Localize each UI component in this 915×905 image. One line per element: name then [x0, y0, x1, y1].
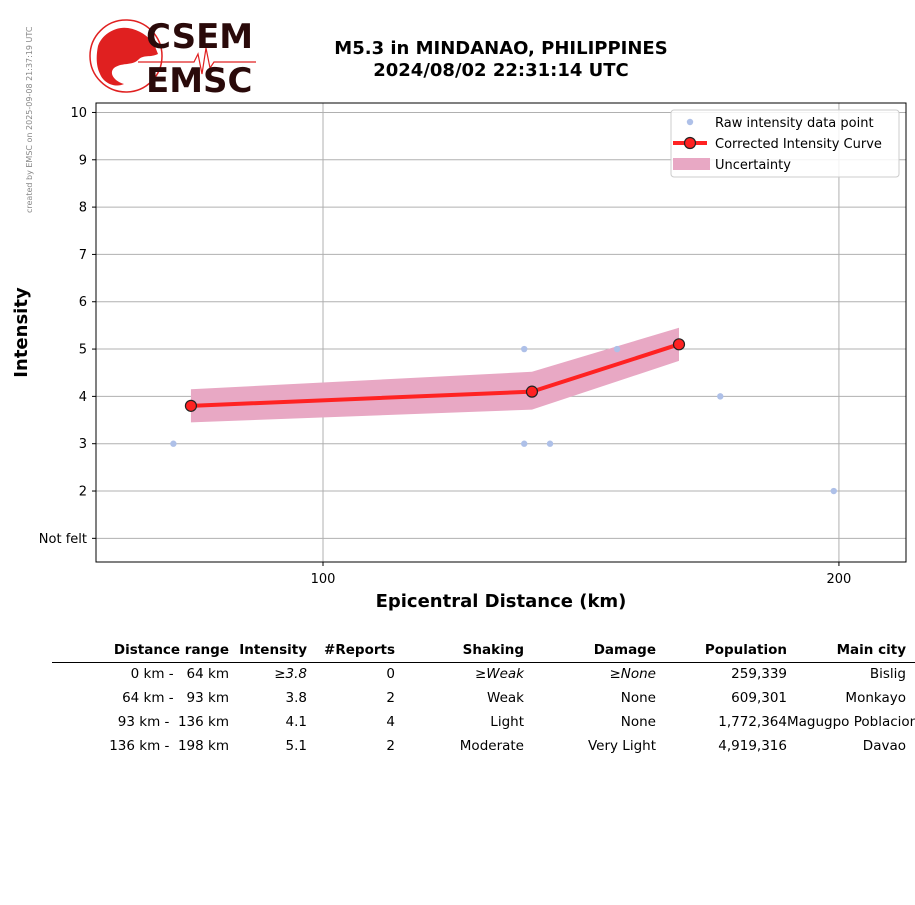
x-tick-label: 200: [827, 572, 852, 587]
logo-continent-shape: [96, 27, 158, 86]
legend-swatch-raw: [686, 118, 694, 126]
chart-title: M5.3 in MINDANAO, PHILIPPINES 2024/08/02…: [300, 38, 702, 82]
cell-damage: None: [620, 714, 656, 730]
cell-damage: ≥None: [609, 666, 656, 682]
raw-data-point: [717, 393, 724, 400]
title-line-2: 2024/08/02 22:31:14 UTC: [373, 60, 629, 81]
tick-labels: Not felt 2 3 4 5 6 7 8 9 10 100 200: [39, 106, 852, 587]
y-tick-label: 7: [79, 248, 87, 263]
cell-range: 136 km - 198 km: [109, 738, 229, 754]
plot-frame: [95, 102, 907, 563]
cell-reports: 2: [386, 738, 395, 754]
logo-globe: [89, 19, 163, 93]
cell-population: 4,919,316: [718, 738, 787, 754]
cell-intensity: ≥3.8: [274, 666, 307, 682]
intensity-table: Distance range Intensity #Reports Shakin…: [52, 640, 915, 759]
table-row: 93 km - 136 km 4.1 4 Light None 1,772,36…: [52, 711, 915, 735]
legend-label: Raw intensity data point: [715, 116, 874, 131]
corrected-curve-point: [184, 399, 198, 412]
table-row: 136 km - 198 km 5.1 2 Moderate Very Ligh…: [52, 735, 915, 759]
corrected-curve: [184, 338, 686, 412]
corrected-curve-point: [525, 385, 539, 398]
cell-range: 0 km - 64 km: [130, 666, 229, 682]
y-tick-label: 9: [79, 153, 87, 168]
raw-data-point: [546, 440, 554, 447]
raw-data-point: [521, 345, 528, 353]
title-line-1: M5.3 in MINDANAO, PHILIPPINES: [334, 38, 668, 59]
y-tick-label: 5: [79, 343, 87, 358]
cell-damage: None: [620, 690, 656, 706]
col-damage: Damage: [524, 640, 656, 663]
cell-city: Magugpo Poblacion: [787, 714, 915, 730]
cell-intensity: 4.1: [285, 714, 307, 730]
col-population: Population: [656, 640, 787, 663]
x-tick-label: 100: [311, 572, 336, 587]
col-distance-range: Distance range: [52, 640, 229, 663]
credit-text: created by EMSC on 2025-09-08 21:37:19 U…: [25, 26, 34, 213]
y-tick-label: Not felt: [39, 532, 87, 547]
cell-range: 93 km - 136 km: [117, 714, 229, 730]
logo-text-emsc: EMSC: [146, 61, 253, 100]
y-axis-label: Intensity: [11, 287, 32, 378]
cell-city: Bislig: [869, 666, 906, 682]
legend-box: [670, 109, 900, 178]
cell-reports: 4: [386, 714, 395, 730]
raw-data-point: [613, 345, 621, 353]
logo-text-csem: CSEM: [146, 18, 253, 57]
cell-shaking: Light: [490, 714, 524, 730]
col-intensity: Intensity: [229, 640, 307, 663]
y-tick-label: 4: [79, 390, 87, 405]
y-tick-label: 6: [79, 295, 87, 310]
intensity-chart: Not felt 2 3 4 5 6 7 8 9 10 100 200 Epicentral Dist…: [11, 102, 907, 612]
raw-data-point: [170, 440, 177, 447]
col-main-city: Main city: [787, 640, 915, 663]
legend-swatch-uncertainty: [673, 158, 710, 170]
logo-seismogram: [138, 47, 256, 75]
raw-data-point: [521, 440, 528, 447]
y-tick-label: 8: [79, 201, 87, 216]
legend-swatch-curve-marker: [683, 136, 697, 150]
table-header-row: Distance range Intensity #Reports Shakin…: [52, 640, 915, 663]
cell-range: 64 km - 93 km: [122, 690, 229, 706]
col-shaking: Shaking: [395, 640, 524, 663]
x-axis-label: Epicentral Distance (km): [376, 591, 627, 612]
raw-points: [170, 345, 837, 495]
cell-population: 1,772,364: [718, 714, 787, 730]
cell-city: Monkayo: [845, 690, 906, 706]
axes: [92, 102, 907, 566]
col-reports: #Reports: [307, 640, 395, 663]
cell-reports: 0: [386, 666, 395, 682]
y-tick-label: 3: [79, 437, 87, 452]
raw-data-point: [830, 487, 837, 495]
legend: Raw intensity data point Corrected Intens…: [670, 109, 900, 178]
cell-damage: Very Light: [587, 738, 656, 754]
corrected-curve-point: [672, 338, 686, 351]
y-tick-label: 10: [70, 106, 87, 121]
table-row: 0 km - 64 km ≥3.8 0 ≥Weak ≥None 259,339 …: [52, 663, 915, 688]
cell-population: 259,339: [731, 666, 787, 682]
cell-shaking: Moderate: [459, 738, 524, 754]
emsc-logo: CSEM EMSC: [89, 18, 256, 100]
y-tick-label: 2: [79, 485, 87, 500]
cell-intensity: 3.8: [285, 690, 307, 706]
cell-shaking: Weak: [487, 690, 524, 706]
legend-label: Corrected Intensity Curve: [715, 137, 882, 152]
cell-intensity: 5.1: [285, 738, 307, 754]
uncertainty-area: [190, 327, 679, 423]
cell-population: 609,301: [731, 690, 787, 706]
uncertainty-band: [190, 327, 679, 423]
cell-reports: 2: [386, 690, 395, 706]
credit-note: created by EMSC on 2025-09-08 21:37:19 U…: [25, 26, 34, 213]
legend-label: Uncertainty: [715, 158, 791, 173]
table-row: 64 km - 93 km 3.8 2 Weak None 609,301 Mo…: [52, 687, 915, 711]
cell-city: Davao: [862, 738, 906, 754]
cell-shaking: ≥Weak: [474, 666, 524, 682]
